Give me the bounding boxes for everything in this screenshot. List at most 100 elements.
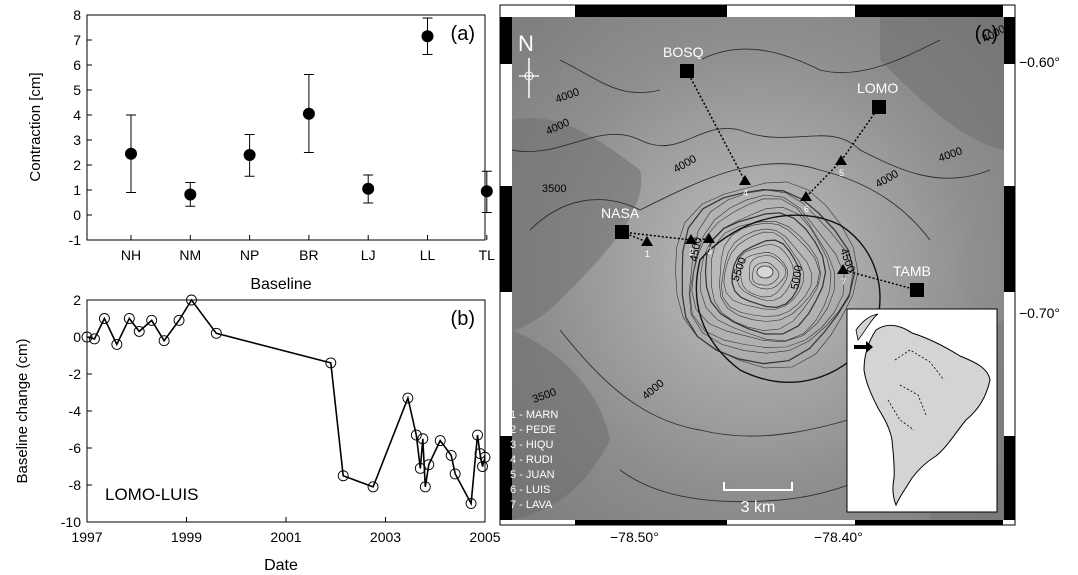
panel-b-x-tick-label: 2005 xyxy=(469,529,500,545)
contour-ring xyxy=(704,212,827,335)
panel-b-data-point xyxy=(325,357,337,369)
contour-ring xyxy=(691,198,835,343)
panel-b-data-point xyxy=(337,470,349,482)
panel-a-x-ticks: NH NM NP BR LJ LL TL xyxy=(121,235,495,263)
panel-a-x-tick-label: NP xyxy=(240,247,259,263)
panel-b-data-point xyxy=(146,314,158,326)
panel-a-plot-frame xyxy=(86,14,486,241)
legend-item: 5 - JUAN xyxy=(510,469,555,481)
contour-label: 3500 xyxy=(542,183,566,195)
panel-a-y-tick-label: 6 xyxy=(73,57,81,73)
panel-a-y-tick-label: 8 xyxy=(73,7,81,23)
panel-b-y-tick-label: -2 xyxy=(69,366,82,382)
panel-b-data-point xyxy=(367,481,379,493)
reflector-id: 7 xyxy=(841,277,846,287)
panel-b-y-tick-label: -10 xyxy=(61,514,81,530)
station-marker xyxy=(872,100,886,114)
panel-a-x-tick-label: NH xyxy=(121,247,141,263)
contour-ring xyxy=(749,255,787,290)
reflector-id: 4 xyxy=(743,188,748,198)
reflector-id: 5 xyxy=(839,168,844,178)
map-reflector-ids: 1 2 3 4 5 6 7 xyxy=(645,168,846,287)
reflector-id: 2 xyxy=(689,247,694,257)
panel-a-data-point xyxy=(480,185,493,198)
panel-b-data-point xyxy=(465,498,477,509)
panel-b-annotation: LOMO-LUIS xyxy=(105,485,199,504)
north-arrow-icon: N xyxy=(518,31,539,98)
location-arrow-icon xyxy=(854,341,873,353)
station-label: NASA xyxy=(601,205,640,221)
reflector-marker xyxy=(835,155,847,165)
panel-a-y-tick-label: 7 xyxy=(73,32,81,48)
station-label: TAMB xyxy=(893,263,931,279)
panel-b-data-point xyxy=(158,335,170,347)
reflector-marker xyxy=(685,234,697,244)
panel-a-y-tick-label: 4 xyxy=(73,107,81,123)
panel-a-data-point xyxy=(184,188,197,201)
reflector-marker xyxy=(739,175,751,185)
panel-b-y-tick-label: -6 xyxy=(69,440,82,456)
panel-a-y-tick-label: 3 xyxy=(73,132,81,148)
panel-b-xlabel: Date xyxy=(264,557,298,574)
panel-a-y-tick-label: -1 xyxy=(69,232,82,248)
panel-b-data-point xyxy=(186,294,197,306)
panel-a-data-marks xyxy=(125,17,493,213)
panel-b-data-point xyxy=(402,392,414,404)
panel-b-x-ticks: 1997 1999 2001 2003 2005 xyxy=(71,517,501,545)
map-scale-bar: 3 km xyxy=(723,482,793,516)
map-border-bars xyxy=(500,5,1015,525)
panel-b-series-line xyxy=(86,298,486,507)
reflector-id: 1 xyxy=(645,249,650,259)
legend-item: 3 - HIQU xyxy=(510,439,553,451)
legend-item: 2 - PEDE xyxy=(510,424,556,436)
panel-c-map: 4000 4000 4000 4000 3500 4000 4500 4500 … xyxy=(499,4,1060,545)
panel-a-y-tick-label: 0 xyxy=(73,207,81,223)
map-contour-lines xyxy=(675,181,859,369)
panel-b-y-tick-label: -8 xyxy=(69,477,82,493)
station-marker xyxy=(680,64,694,78)
panel-a-ylabel: Contraction [cm] xyxy=(27,72,44,181)
map-y-tick-label: −0.60° xyxy=(1019,54,1060,70)
panel-b-data-point xyxy=(173,314,185,326)
panel-b-data-points xyxy=(81,294,491,509)
panel-a-data-point xyxy=(421,30,434,43)
panel-c-label: (c) xyxy=(975,23,998,45)
contour-ring xyxy=(721,228,813,317)
panel-b-data-point xyxy=(410,429,422,441)
legend-item: 1 - MARN xyxy=(510,409,558,421)
contour-ring xyxy=(675,181,859,369)
map-stations xyxy=(615,64,924,297)
panel-a-x-tick-label: NM xyxy=(179,247,201,263)
contour-ring xyxy=(689,194,845,348)
panel-a-label: (a) xyxy=(451,23,475,45)
panel-b-data-point xyxy=(449,468,461,480)
map-x-tick-label: −78.40° xyxy=(814,529,863,545)
map-summit xyxy=(756,265,774,279)
panel-a-y-tick-label: 2 xyxy=(73,157,81,173)
panel-a-x-tick-label: BR xyxy=(299,247,318,263)
panel-b-x-tick-label: 1999 xyxy=(171,529,202,545)
panel-b-x-tick-label: 2003 xyxy=(370,529,401,545)
contour-ring xyxy=(710,221,822,331)
panel-b-data-point xyxy=(98,313,110,324)
contour-ring xyxy=(688,189,854,354)
reflector-id: 3 xyxy=(707,246,712,256)
panel-b-data-point xyxy=(81,331,93,343)
reflector-marker xyxy=(641,236,653,246)
panel-b-label: (b) xyxy=(451,308,475,330)
station-marker xyxy=(615,225,629,239)
panel-a-data-point xyxy=(125,147,137,160)
south-america-shape xyxy=(863,324,991,507)
panel-b-data-point xyxy=(111,338,123,350)
panel-a-x-tick-label: LL xyxy=(420,247,436,263)
panel-b-data-point xyxy=(479,451,491,463)
panel-a-data-point xyxy=(302,107,315,120)
map-y-tick-label: −0.70° xyxy=(1019,305,1060,321)
panel-b-y-tick-label: 2 xyxy=(73,292,81,308)
panel-b-y-tick-label: -4 xyxy=(69,403,82,419)
panel-b-x-tick-label: 2001 xyxy=(270,529,301,545)
panel-b-y-ticks: -10 -8 -6 -4 -2 0 2 xyxy=(61,292,92,530)
panel-b-data-point xyxy=(133,326,145,337)
contour-ring xyxy=(740,252,789,298)
panel-a-contraction-chart: (a) -1 0 1 2 3 4 5 6 7 8 NH NM NP BR LJ LL TL Contracti… xyxy=(27,7,495,293)
